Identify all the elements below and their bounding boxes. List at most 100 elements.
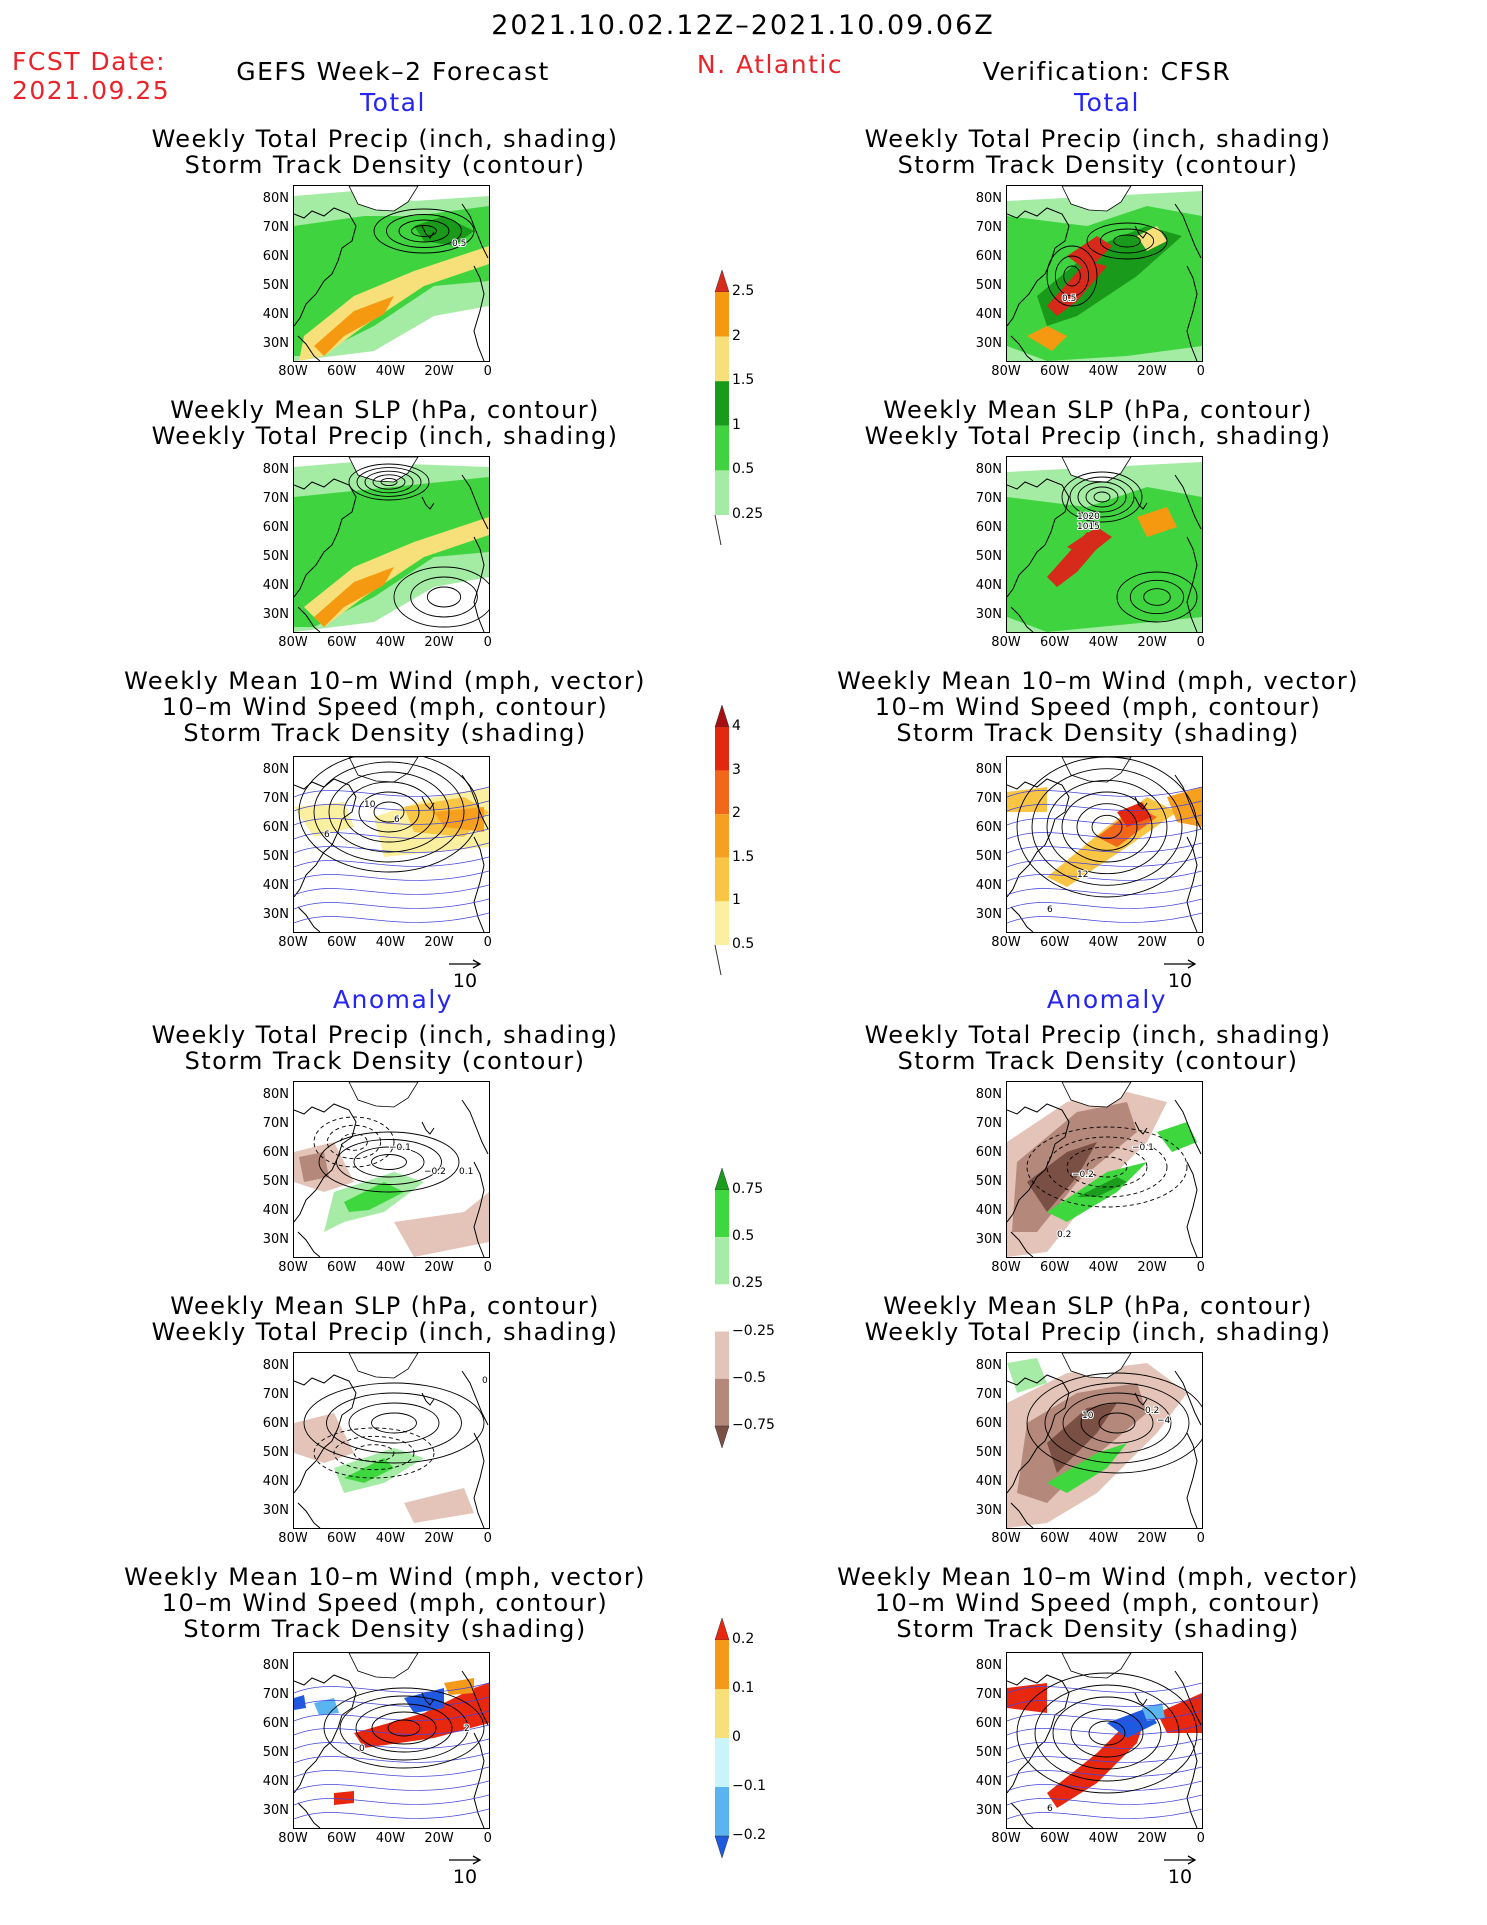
title-l5: Weekly Mean SLP (hPa, contour) Weekly To… [152,1293,619,1345]
coastline [1186,1732,1198,1828]
lon-tick-label: 80W [278,1531,308,1546]
lat-tick-label: 80N [975,191,1002,206]
wind-streamline [294,814,489,826]
coastline [294,778,357,898]
lon-tick-label: 0 [483,364,492,379]
lat-tick-label: 30N [262,336,289,351]
lat-tick-label: 70N [975,1387,1002,1402]
contour-line [1046,245,1098,307]
lat-tick-label: 80N [262,762,289,777]
map-canvas: −0.1 −0.2 0.2 [1007,1082,1202,1257]
lat-tick-label: 70N [975,1687,1002,1702]
wind-streamline [294,1682,489,1694]
title-r1: Weekly Total Precip (inch, shading) Stor… [865,126,1332,178]
lat-tick-label: 40N [262,1474,289,1489]
lon-tick-label: 0 [483,1260,492,1275]
wind-streamline [1007,1696,1202,1708]
shade-region [1077,1177,1127,1197]
colorbar-label: −0.1 [732,1778,766,1794]
wind-streamline [1007,814,1202,826]
contour-line [373,801,405,823]
lat-tick-label: 70N [262,791,289,806]
greenland [348,186,419,212]
lon-tick-label: 40W [375,635,406,650]
coastline [421,1692,435,1706]
contour-label: 12 [1077,870,1088,880]
shade-region [414,216,474,246]
lon-tick-label: 80W [991,935,1021,950]
wind-streamline [1007,1808,1202,1820]
contour-line [1080,1402,1154,1444]
wind-streamline [294,1710,489,1722]
lon-tick-label: 20W [424,935,454,950]
lat-tick-label: 80N [975,762,1002,777]
contour-line [1076,803,1138,851]
lon-tick-label: 20W [1137,364,1167,379]
lat-tick-label: 70N [262,491,289,506]
lat-tick-label: 40N [975,1774,1002,1789]
wind-streamline [1007,884,1202,896]
colorbar-label: 1 [732,892,741,909]
coastline [461,203,489,259]
lat-tick-label: 40N [975,1474,1002,1489]
vector-arrow-icon [1164,959,1197,969]
contour-label: −0.1 [1132,1143,1154,1153]
map-panel-wind-track-forecast: 10 6 6 [293,756,490,933]
contour-line [1046,1136,1168,1198]
contour-label: 0 [359,1744,365,1754]
map-canvas: −0.1 −0.2 0.1 [294,1082,489,1257]
title-l3-line1: Weekly Mean 10–m Wind (mph, vector) [124,667,646,695]
contour-label: 0.2 [1145,1406,1159,1416]
contour-label: 10 [364,800,376,810]
lat-tick-label: 60N [975,520,1002,535]
contour-line [303,1382,485,1464]
map-canvas [294,457,489,632]
contour-line [1086,222,1168,260]
lon-tick-label: 0 [483,1831,492,1846]
title-r6-line2: 10–m Wind Speed (mph, contour) [874,1589,1322,1617]
colorbar-label: 0.5 [732,936,755,952]
lon-tick-label: 20W [1137,635,1167,650]
contour-line [326,1124,382,1160]
contour-line [1052,1696,1162,1770]
coastline [297,606,321,632]
colorbar-label: −0.5 [732,1369,766,1386]
lon-tick-label: 80W [991,364,1021,379]
lon-tick-label: 40W [375,1531,406,1546]
section-total-left: Total [360,88,426,117]
lat-tick-label: 30N [262,1803,289,1818]
lon-tick-label: 80W [278,1831,308,1846]
lon-tick-label: 40W [375,364,406,379]
lat-tick-label: 30N [975,1803,1002,1818]
greenland [1061,1082,1132,1108]
coastline [421,496,435,510]
shade-region [1047,261,1107,316]
contour-label: 6 [324,830,330,840]
wind-streamline [294,898,489,910]
lat-tick-label: 50N [262,849,289,864]
lon-tick-label: 0 [1196,935,1205,950]
lat-tick-label: 70N [975,220,1002,235]
vector-arrow-icon [1164,1855,1197,1865]
lon-tick-label: 80W [991,1531,1021,1546]
contour-label: 6 [1047,905,1053,915]
coastline [1174,1099,1202,1155]
title-l3-line3: Storm Track Density (shading) [183,719,587,747]
lon-tick-label: 0 [1196,1831,1205,1846]
wind-streamline [1007,1766,1202,1778]
wind-streamline [1007,800,1202,812]
coastline [1010,1802,1034,1828]
contour-line [1113,234,1141,248]
contour-label: 0.2 [1057,1230,1071,1240]
lat-tick-label: 50N [975,549,1002,564]
colorbar-label: 1.5 [732,372,755,389]
title-r6-line3: Storm Track Density (shading) [896,1615,1300,1643]
vector-ref-value: 10 [1167,1866,1193,1888]
coastline [1007,1103,1070,1223]
title-r4: Weekly Total Precip (inch, shading) Stor… [865,1022,1332,1074]
coastline [294,1674,357,1794]
shade-region [334,1791,354,1805]
contour-label: 0.5 [1062,294,1076,304]
title-l1-line2: Storm Track Density (contour) [184,151,586,179]
coastline [473,536,485,632]
